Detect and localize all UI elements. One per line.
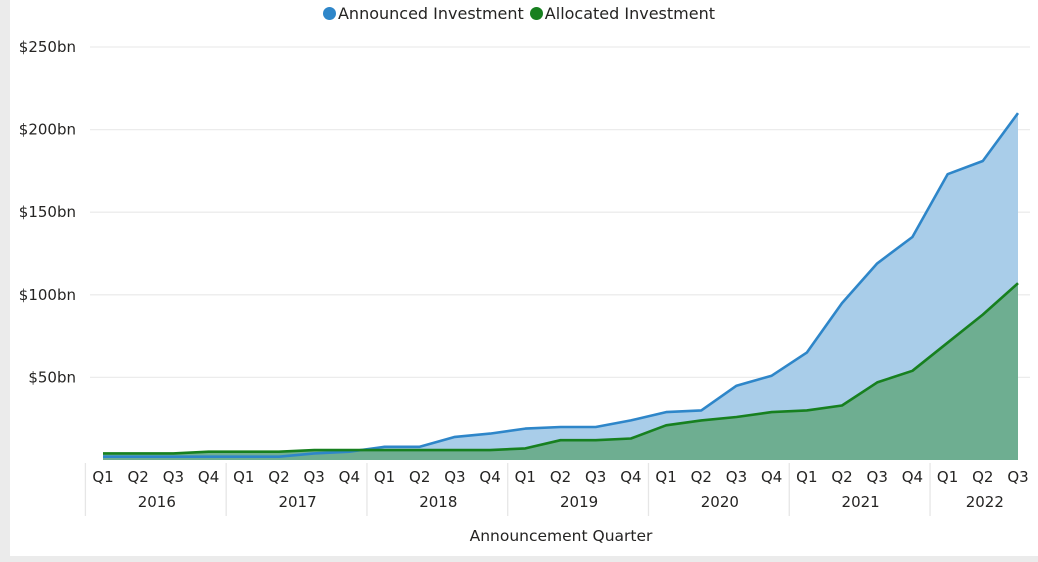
x-tick-quarter: Q1 <box>233 468 254 486</box>
x-tick-quarter: Q3 <box>303 468 324 486</box>
y-tick-label: $100bn <box>19 286 76 304</box>
x-tick-quarter: Q1 <box>655 468 676 486</box>
x-tick-quarter: Q3 <box>585 468 606 486</box>
legend-label-allocated: Allocated Investment <box>544 4 716 23</box>
x-tick-quarter: Q1 <box>374 468 395 486</box>
x-tick-quarter: Q2 <box>831 468 852 486</box>
x-tick-quarter: Q2 <box>268 468 289 486</box>
y-tick-label: $150bn <box>19 203 76 221</box>
x-tick-quarter: Q3 <box>726 468 747 486</box>
x-axis: Q1 Q2 Q3 Q4 2016 Q1 Q2 Q3 Q4 2017 Q1 Q2 Q3 Q4 2018 Q1 Q2… <box>84 463 1029 516</box>
x-tick-quarter: Q4 <box>198 468 219 486</box>
x-tick-quarter: Q3 <box>163 468 184 486</box>
x-tick-quarter: Q3 <box>1007 468 1028 486</box>
x-tick-year: 2017 <box>278 493 316 511</box>
x-tick-quarter: Q2 <box>128 468 149 486</box>
legend-dot-announced-icon <box>322 7 336 20</box>
x-tick-year: 2020 <box>701 493 739 511</box>
area-fill-announced <box>103 113 1018 460</box>
x-tick-quarter: Q1 <box>515 468 536 486</box>
x-tick-quarter: Q4 <box>902 468 923 486</box>
x-tick-quarter: Q1 <box>796 468 817 486</box>
y-tick-label: $50bn <box>28 368 76 386</box>
y-tick-label: $200bn <box>19 121 76 139</box>
x-tick-year: 2019 <box>560 493 598 511</box>
legend-item-announced[interactable]: Announced Investment <box>322 4 524 23</box>
gridlines <box>90 46 1030 379</box>
line-allocated[interactable] <box>103 282 1019 455</box>
x-tick-quarter: Q2 <box>972 468 993 486</box>
x-axis-title: Announcement Quarter <box>470 527 653 545</box>
x-tick-quarter: Q4 <box>761 468 782 486</box>
x-tick-quarter: Q4 <box>479 468 500 486</box>
x-tick-quarter: Q4 <box>620 468 641 486</box>
x-tick-year: 2016 <box>138 493 176 511</box>
legend-item-allocated[interactable]: Allocated Investment <box>529 4 716 23</box>
legend-label-announced: Announced Investment <box>337 4 524 23</box>
x-tick-quarter: Q2 <box>409 468 430 486</box>
legend-dot-allocated-icon <box>529 7 543 20</box>
x-tick-quarter: Q1 <box>937 468 958 486</box>
plot-area[interactable] <box>103 112 1020 460</box>
x-tick-year: 2021 <box>842 493 880 511</box>
area-fill-allocated <box>103 283 1018 460</box>
line-announced[interactable] <box>103 112 1020 459</box>
legend: Announced Investment Allocated Investmen… <box>0 4 1038 23</box>
x-tick-year: 2022 <box>966 493 1004 511</box>
x-tick-quarter: Q2 <box>550 468 571 486</box>
x-tick-quarter: Q2 <box>691 468 712 486</box>
x-tick-quarter: Q4 <box>339 468 360 486</box>
x-tick-quarter: Q3 <box>867 468 888 486</box>
x-tick-year: 2018 <box>419 493 457 511</box>
y-axis: $50bn $100bn $150bn $200bn $250bn <box>19 38 76 386</box>
x-tick-quarter: Q3 <box>444 468 465 486</box>
y-tick-label: $250bn <box>19 38 76 56</box>
x-tick-quarter: Q1 <box>92 468 113 486</box>
